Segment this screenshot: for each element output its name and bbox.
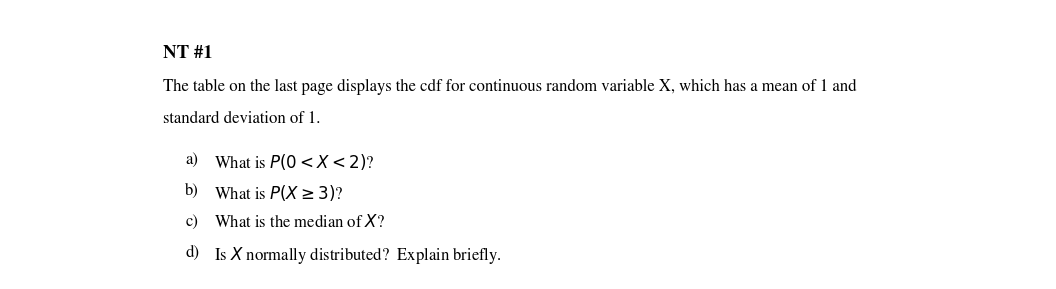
Text: a): a) bbox=[185, 151, 199, 168]
Text: d): d) bbox=[185, 245, 200, 261]
Text: Is $X$ normally distributed?  Explain briefly.: Is $X$ normally distributed? Explain bri… bbox=[213, 245, 502, 266]
Text: The table on the last page displays the cdf for continuous random variable X, wh: The table on the last page displays the … bbox=[163, 79, 856, 95]
Text: standard deviation of 1.: standard deviation of 1. bbox=[163, 112, 320, 127]
Text: What is $P(0 < X < 2)$?: What is $P(0 < X < 2)$? bbox=[213, 151, 375, 171]
Text: What is $P(X \geq 3)$?: What is $P(X \geq 3)$? bbox=[213, 183, 343, 203]
Text: What is the median of $X$?: What is the median of $X$? bbox=[213, 214, 385, 231]
Text: b): b) bbox=[185, 183, 199, 199]
Text: c): c) bbox=[185, 214, 199, 230]
Text: NT #1: NT #1 bbox=[163, 45, 212, 62]
